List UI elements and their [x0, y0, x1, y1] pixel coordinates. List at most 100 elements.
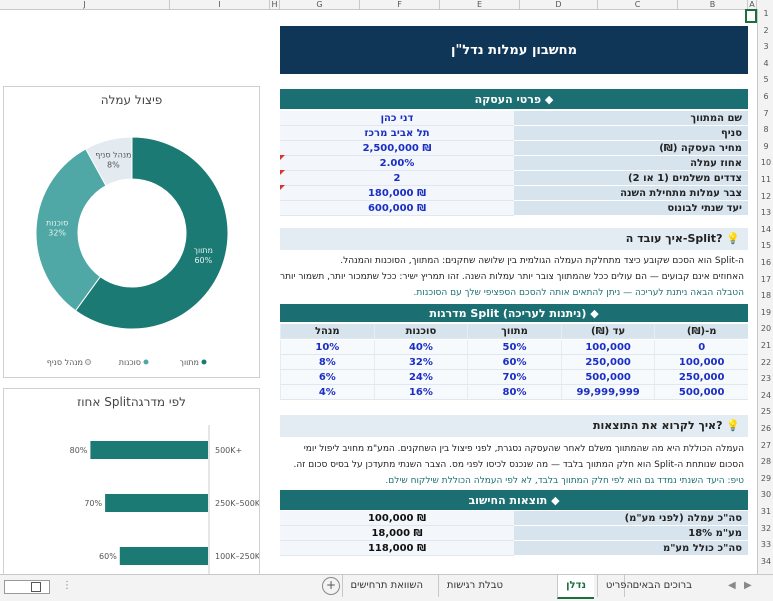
- row-number[interactable]: 34: [760, 556, 772, 566]
- row-number[interactable]: 1: [763, 9, 769, 18]
- scroll-left-icon[interactable]: ◀: [728, 580, 736, 591]
- deal-row-value[interactable]: דני כהן: [280, 111, 514, 126]
- deal-row: מחיר העסקה (₪) ₪ 2,500,000: [280, 141, 748, 156]
- tiers-cell[interactable]: 10%: [280, 340, 374, 355]
- tiers-cell[interactable]: 50%: [467, 340, 561, 355]
- comment-marker[interactable]: [280, 170, 285, 175]
- deal-row-value[interactable]: תל אביב מרכז: [280, 126, 514, 141]
- tiers-cell[interactable]: 250,000: [560, 355, 655, 370]
- pie-slice: [74, 136, 229, 330]
- tiers-cell[interactable]: 24%: [373, 370, 468, 385]
- column-letter[interactable]: E: [440, 0, 520, 9]
- column-letter[interactable]: G: [280, 0, 360, 9]
- tiers-cell[interactable]: 32%: [373, 355, 468, 370]
- deal-row-value[interactable]: ₪ 180,000: [280, 186, 514, 201]
- pie-chart-card[interactable]: פיצול עמלה מתווך 60% סוכנות 32% מנהל סניף 8% מ…: [3, 86, 260, 378]
- bar-chart-card[interactable]: אחוז Splitלפי מדרגה 80% 500K+ 70% 250K–500K…: [3, 388, 260, 578]
- tiers-cell[interactable]: 500,000: [654, 385, 748, 400]
- column-letter[interactable]: J: [0, 0, 170, 9]
- pie-slice-value-label: 8%: [107, 160, 120, 169]
- deal-row: סניף תל אביב מרכז: [280, 126, 748, 141]
- row-number[interactable]: 27: [760, 440, 772, 450]
- deal-row-value[interactable]: ₪ 2,500,000: [280, 141, 514, 156]
- row-number[interactable]: 16: [760, 258, 772, 267]
- more-dots-icon[interactable]: ⋮: [62, 580, 72, 591]
- sheet-tab[interactable]: טבלת רגישות: [437, 575, 511, 597]
- row-number[interactable]: 9: [763, 141, 769, 151]
- tiers-cell[interactable]: 16%: [373, 385, 468, 400]
- tiers-cell[interactable]: 250,000: [654, 370, 748, 385]
- row-number[interactable]: 30: [760, 490, 772, 500]
- deal-row-label: מחיר העסקה (₪): [514, 141, 748, 156]
- tiers-cell[interactable]: 8%: [280, 355, 374, 370]
- sheet-tab[interactable]: הפריט: [596, 575, 641, 597]
- bulb-icon: 💡: [726, 419, 740, 432]
- tiers-cell[interactable]: 4%: [280, 385, 374, 400]
- comment-marker[interactable]: [280, 155, 285, 160]
- row-number[interactable]: 8: [763, 125, 769, 135]
- row-number[interactable]: 10: [760, 158, 772, 168]
- column-letter[interactable]: A: [748, 0, 757, 9]
- row-number[interactable]: 15: [760, 241, 772, 251]
- row-number[interactable]: 20: [760, 324, 772, 334]
- row-number[interactable]: 17: [760, 274, 772, 284]
- scroll-thumb[interactable]: [31, 582, 41, 592]
- horizontal-scrollbar[interactable]: [4, 580, 50, 594]
- tiers-cell[interactable]: 70%: [467, 370, 561, 385]
- column-letter[interactable]: C: [598, 0, 678, 9]
- tiers-cell[interactable]: 0: [654, 340, 748, 355]
- pie-legend-swatch: [201, 359, 207, 365]
- row-number[interactable]: 22: [760, 357, 772, 367]
- tiers-cell[interactable]: 40%: [373, 340, 468, 355]
- tiers-cell[interactable]: 500,000: [560, 370, 655, 385]
- row-number[interactable]: 23: [760, 374, 772, 384]
- row-number[interactable]: 14: [760, 224, 772, 234]
- row-number[interactable]: 25: [760, 407, 772, 417]
- row-number[interactable]: 13: [760, 208, 772, 218]
- row-number[interactable]: 5: [763, 75, 769, 85]
- tiers-row: 0 100,000 50% 40% 10%: [280, 340, 748, 355]
- tiers-cell[interactable]: 60%: [467, 355, 561, 370]
- selected-cell[interactable]: [745, 9, 757, 23]
- row-number[interactable]: 29: [760, 473, 772, 483]
- deal-row-value[interactable]: 2.00%: [280, 156, 514, 171]
- sheet-tab[interactable]: השוואת תרחישים: [341, 575, 431, 597]
- pie-slice-category-label: סוכנות: [46, 218, 68, 227]
- column-letter[interactable]: I: [170, 0, 270, 9]
- row-number[interactable]: 11: [760, 175, 772, 184]
- deal-row-value[interactable]: 2: [280, 171, 514, 186]
- row-number[interactable]: 3: [763, 42, 769, 52]
- row-number[interactable]: 7: [763, 108, 769, 118]
- row-number[interactable]: 32: [760, 523, 772, 533]
- scroll-right-icon[interactable]: ▶: [744, 580, 752, 591]
- results-section-header: תוצאות החישוב ◆: [280, 490, 748, 510]
- tiers-cell[interactable]: 80%: [467, 385, 561, 400]
- column-letter[interactable]: F: [360, 0, 440, 9]
- column-letter[interactable]: H: [270, 0, 280, 9]
- deal-row-value[interactable]: ₪ 600,000: [280, 201, 514, 216]
- row-number[interactable]: 33: [760, 540, 772, 550]
- row-number[interactable]: 4: [763, 58, 769, 68]
- row-number[interactable]: 6: [763, 92, 769, 101]
- tiers-cell[interactable]: 100,000: [654, 355, 748, 370]
- tiers-cell[interactable]: 6%: [280, 370, 374, 385]
- sheet-tab[interactable]: ברוכים הבאים: [623, 575, 700, 597]
- row-number[interactable]: 19: [760, 307, 772, 317]
- add-sheet-button[interactable]: +: [322, 577, 340, 595]
- row-number[interactable]: 12: [760, 191, 772, 201]
- row-number[interactable]: 26: [760, 424, 772, 433]
- comment-marker[interactable]: [280, 185, 285, 190]
- row-number[interactable]: 21: [760, 341, 772, 350]
- tiers-cell[interactable]: 100,000: [560, 340, 655, 355]
- column-letter[interactable]: D: [520, 0, 598, 9]
- row-number[interactable]: 18: [760, 291, 772, 301]
- tiers-cell[interactable]: 99,999,999: [560, 385, 655, 400]
- deal-section-header: פרטי העסקה ◆: [280, 89, 748, 109]
- row-number[interactable]: 28: [760, 457, 772, 467]
- row-number[interactable]: 24: [760, 390, 772, 400]
- row-number[interactable]: 31: [760, 507, 772, 516]
- row-number[interactable]: 2: [763, 25, 769, 35]
- split-info-line: הטבלה הבאה ניתנת לעריכה — ניתן להתאים או…: [413, 288, 745, 298]
- column-letter[interactable]: B: [678, 0, 748, 9]
- sheet-tab[interactable]: נדלן: [557, 575, 594, 599]
